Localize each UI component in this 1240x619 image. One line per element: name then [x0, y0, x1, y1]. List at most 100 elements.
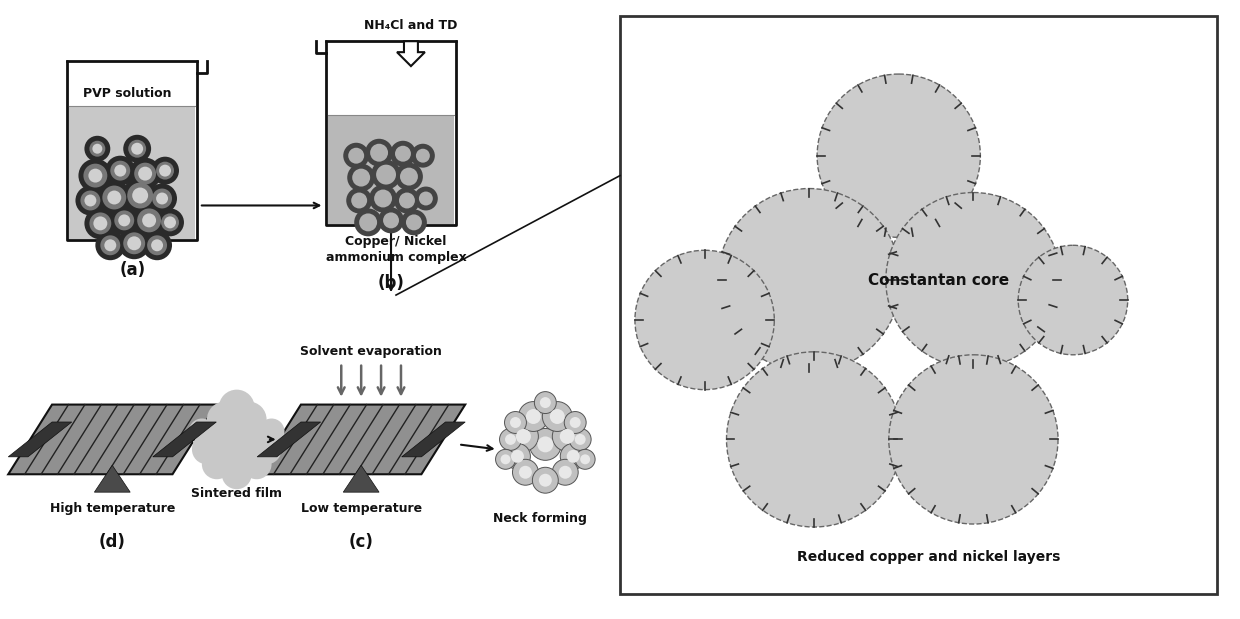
Circle shape [419, 191, 433, 206]
Circle shape [511, 450, 525, 463]
Circle shape [727, 352, 901, 527]
Circle shape [500, 428, 522, 451]
Circle shape [532, 467, 558, 493]
Circle shape [1018, 245, 1127, 355]
Text: (b): (b) [378, 274, 404, 292]
Circle shape [128, 183, 153, 209]
Circle shape [347, 163, 376, 191]
Circle shape [131, 143, 143, 155]
Text: Sintered film: Sintered film [191, 487, 283, 500]
Polygon shape [257, 422, 321, 457]
Circle shape [383, 212, 399, 228]
Circle shape [549, 409, 564, 424]
Polygon shape [94, 465, 130, 492]
Circle shape [518, 402, 548, 431]
Circle shape [192, 435, 222, 464]
Circle shape [559, 465, 572, 478]
Circle shape [83, 163, 108, 188]
Circle shape [188, 418, 215, 444]
Circle shape [114, 210, 134, 230]
Circle shape [114, 165, 126, 176]
Circle shape [202, 449, 232, 479]
Circle shape [98, 181, 131, 214]
Circle shape [505, 443, 531, 469]
Circle shape [512, 459, 538, 485]
Circle shape [129, 158, 161, 189]
Circle shape [242, 449, 272, 479]
Circle shape [415, 149, 430, 163]
Circle shape [84, 194, 97, 207]
Circle shape [371, 160, 401, 189]
Circle shape [516, 429, 531, 444]
Polygon shape [69, 106, 196, 239]
Circle shape [889, 355, 1058, 524]
Circle shape [123, 232, 145, 254]
Circle shape [118, 227, 150, 259]
Polygon shape [9, 422, 72, 457]
Circle shape [374, 189, 392, 207]
Circle shape [391, 141, 415, 167]
Text: (d): (d) [99, 533, 125, 551]
Circle shape [109, 206, 139, 235]
Circle shape [414, 186, 438, 210]
Circle shape [510, 417, 521, 428]
Circle shape [222, 459, 252, 489]
Circle shape [148, 184, 177, 214]
Circle shape [405, 214, 422, 230]
Circle shape [88, 168, 103, 183]
Circle shape [574, 434, 585, 445]
Text: (c): (c) [348, 533, 373, 551]
Text: Copper/ Nickel
ammonium complex: Copper/ Nickel ammonium complex [326, 235, 466, 264]
Circle shape [569, 417, 580, 428]
Circle shape [348, 148, 365, 163]
Circle shape [207, 402, 243, 438]
Circle shape [104, 240, 117, 251]
Circle shape [151, 240, 162, 251]
Circle shape [376, 165, 396, 184]
Circle shape [817, 74, 981, 237]
Circle shape [508, 422, 538, 451]
Polygon shape [257, 405, 465, 474]
Circle shape [108, 191, 122, 204]
Text: High temperature: High temperature [50, 502, 175, 515]
Circle shape [218, 389, 254, 425]
Circle shape [365, 139, 393, 167]
Circle shape [526, 409, 541, 424]
Circle shape [352, 168, 370, 186]
Circle shape [241, 420, 280, 459]
Circle shape [346, 188, 372, 214]
Circle shape [885, 193, 1061, 368]
Circle shape [370, 144, 388, 162]
Circle shape [148, 235, 167, 255]
Circle shape [394, 188, 420, 214]
Circle shape [401, 209, 427, 235]
Circle shape [360, 214, 377, 232]
Circle shape [505, 434, 516, 445]
Circle shape [410, 144, 435, 168]
Circle shape [89, 212, 112, 235]
Circle shape [143, 214, 156, 227]
Circle shape [138, 167, 153, 181]
Circle shape [208, 412, 264, 467]
Circle shape [542, 402, 572, 431]
Circle shape [560, 443, 587, 469]
Circle shape [496, 449, 516, 469]
Circle shape [84, 207, 117, 240]
Circle shape [143, 230, 172, 260]
Bar [620, 16, 1218, 594]
Circle shape [396, 145, 410, 162]
Circle shape [159, 165, 171, 176]
Circle shape [138, 209, 161, 232]
Circle shape [370, 184, 397, 212]
Text: (a): (a) [119, 261, 145, 279]
Circle shape [110, 161, 130, 181]
Circle shape [84, 136, 110, 162]
Circle shape [351, 193, 367, 209]
Circle shape [118, 214, 130, 227]
Circle shape [93, 217, 108, 230]
Circle shape [231, 402, 267, 438]
Circle shape [153, 189, 172, 209]
Polygon shape [402, 422, 465, 457]
Circle shape [252, 435, 281, 464]
Circle shape [552, 459, 578, 485]
